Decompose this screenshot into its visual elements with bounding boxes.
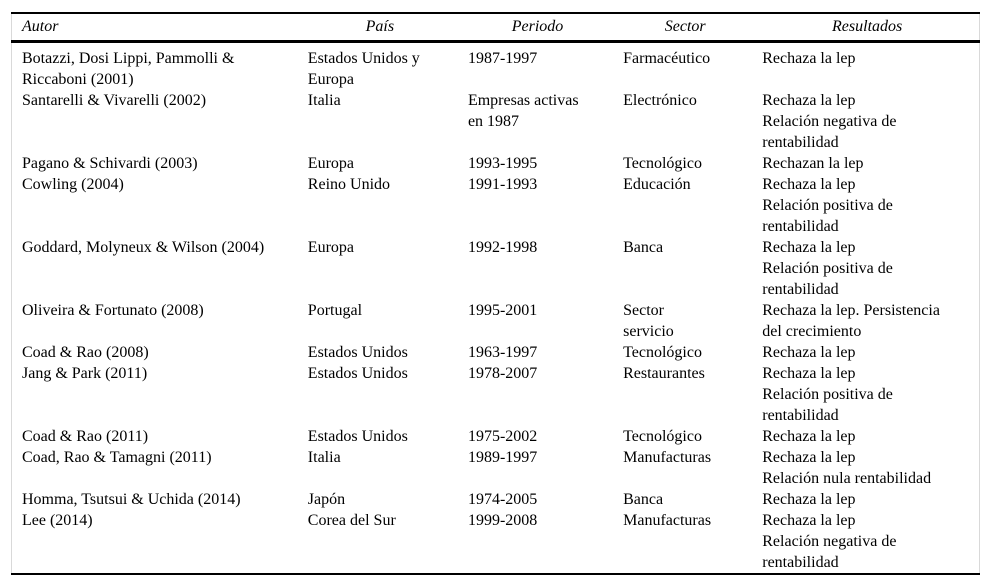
cell-periodo: 1989-1997: [467, 449, 538, 466]
cell-periodo: 1993-1995: [467, 155, 538, 172]
cell-resultados: Rechazan la lep: [762, 155, 864, 172]
cell-autor: Goddard, Molyneux & Wilson (2004): [22, 239, 265, 256]
table-row: Homma, Tsutsui & Uchida (2014) Japón 197…: [12, 489, 980, 510]
cell-resultados: Rechaza la lep Relación negativa de rent…: [762, 92, 897, 151]
cell-resultados: Rechaza la lep: [762, 50, 856, 67]
column-header-resultados: Resultados: [832, 18, 903, 35]
cell-sector: Electrónico: [623, 92, 697, 109]
header-row: Autor País Periodo Sector Resultados: [11, 13, 980, 42]
cell-resultados: Rechaza la lep: [762, 491, 856, 508]
cell-periodo: 1974-2005: [467, 491, 538, 508]
cell-autor: Lee (2014): [22, 512, 93, 529]
table-row: Coad & Rao (2008) Estados Unidos 1963-19…: [12, 342, 980, 363]
literature-review-table: Autor País Periodo Sector Resultados Bot…: [11, 12, 980, 575]
table-row: Jang & Park (2011) Estados Unidos 1978-2…: [12, 363, 980, 426]
cell-autor: Santarelli & Vivarelli (2002): [22, 92, 207, 109]
cell-resultados: Rechaza la lep Relación nula rentabilida…: [762, 449, 932, 487]
table-row: Santarelli & Vivarelli (2002) Italia Emp…: [12, 90, 980, 153]
table-row: Pagano & Schivardi (2003) Europa 1993-19…: [12, 153, 980, 174]
cell-sector: Tecnológico: [623, 344, 702, 361]
cell-pais: Portugal: [307, 302, 363, 319]
cell-pais: Italia: [307, 449, 341, 466]
cell-periodo: 1963-1997: [467, 344, 538, 361]
cell-sector: Banca: [623, 239, 664, 256]
cell-pais: Japón: [307, 491, 346, 508]
cell-pais: Italia: [307, 92, 341, 109]
cell-autor: Pagano & Schivardi (2003): [22, 155, 198, 172]
table-row: Botazzi, Dosi Lippi, Pammolli & Riccabon…: [12, 42, 980, 91]
column-header-periodo: Periodo: [511, 18, 564, 35]
cell-autor: Coad, Rao & Tamagni (2011): [22, 449, 212, 466]
cell-pais: Corea del Sur: [307, 512, 396, 529]
cell-sector: Tecnológico: [623, 428, 702, 445]
cell-autor: Botazzi, Dosi Lippi, Pammolli & Riccabon…: [22, 50, 235, 88]
cell-periodo: 1987-1997: [467, 50, 538, 67]
cell-autor: Coad & Rao (2008): [22, 344, 149, 361]
cell-pais: Europa: [307, 155, 354, 172]
table-row: Coad, Rao & Tamagni (2011) Italia 1989-1…: [12, 447, 980, 489]
cell-sector: Sector servicio: [623, 302, 674, 340]
cell-periodo: 1995-2001: [467, 302, 538, 319]
cell-autor: Oliveira & Fortunato (2008): [22, 302, 204, 319]
literature-review-table-container: Autor País Periodo Sector Resultados Bot…: [11, 12, 980, 575]
cell-periodo: Empresas activas en 1987: [467, 92, 579, 130]
cell-resultados: Rechaza la lep Relación positiva de rent…: [762, 239, 893, 298]
table-row: Cowling (2004) Reino Unido 1991-1993 Edu…: [12, 174, 980, 237]
cell-periodo: 1978-2007: [467, 365, 538, 382]
cell-periodo: 1999-2008: [467, 512, 538, 529]
cell-sector: Restaurantes: [623, 365, 705, 382]
column-header-sector: Sector: [664, 18, 706, 35]
cell-pais: Estados Unidos: [307, 344, 408, 361]
column-header-autor: Autor: [22, 18, 59, 35]
cell-sector: Manufacturas: [623, 449, 712, 466]
cell-resultados: Rechaza la lep Relación positiva de rent…: [762, 176, 893, 235]
cell-pais: Reino Unido: [307, 176, 391, 193]
cell-autor: Coad & Rao (2011): [22, 428, 149, 445]
table-row: Oliveira & Fortunato (2008) Portugal 199…: [12, 300, 980, 342]
cell-pais: Estados Unidos: [307, 365, 408, 382]
column-header-pais: País: [365, 18, 395, 35]
cell-sector: Manufacturas: [623, 512, 712, 529]
cell-periodo: 1975-2002: [467, 428, 538, 445]
cell-sector: Educación: [623, 176, 691, 193]
cell-sector: Banca: [623, 491, 664, 508]
cell-sector: Tecnológico: [623, 155, 702, 172]
cell-pais: Estados Unidos: [307, 428, 408, 445]
cell-periodo: 1992-1998: [467, 239, 538, 256]
cell-autor: Cowling (2004): [22, 176, 124, 193]
cell-resultados: Rechaza la lep: [762, 428, 856, 445]
cell-pais: Estados Unidos y Europa: [307, 50, 420, 88]
cell-resultados: Rechaza la lep Relación positiva de rent…: [762, 365, 893, 424]
cell-periodo: 1991-1993: [467, 176, 538, 193]
cell-pais: Europa: [307, 239, 354, 256]
table-row: Coad & Rao (2011) Estados Unidos 1975-20…: [12, 426, 980, 447]
cell-resultados: Rechaza la lep. Persistencia del crecimi…: [762, 302, 940, 340]
cell-resultados: Rechaza la lep: [762, 344, 856, 361]
table-row: Lee (2014) Corea del Sur 1999-2008 Manuf…: [12, 510, 980, 574]
cell-autor: Homma, Tsutsui & Uchida (2014): [22, 491, 241, 508]
cell-resultados: Rechaza la lep Relación negativa de rent…: [762, 512, 897, 571]
cell-autor: Jang & Park (2011): [22, 365, 148, 382]
table-row: Goddard, Molyneux & Wilson (2004) Europa…: [12, 237, 980, 300]
cell-sector: Farmacéutico: [623, 50, 711, 67]
